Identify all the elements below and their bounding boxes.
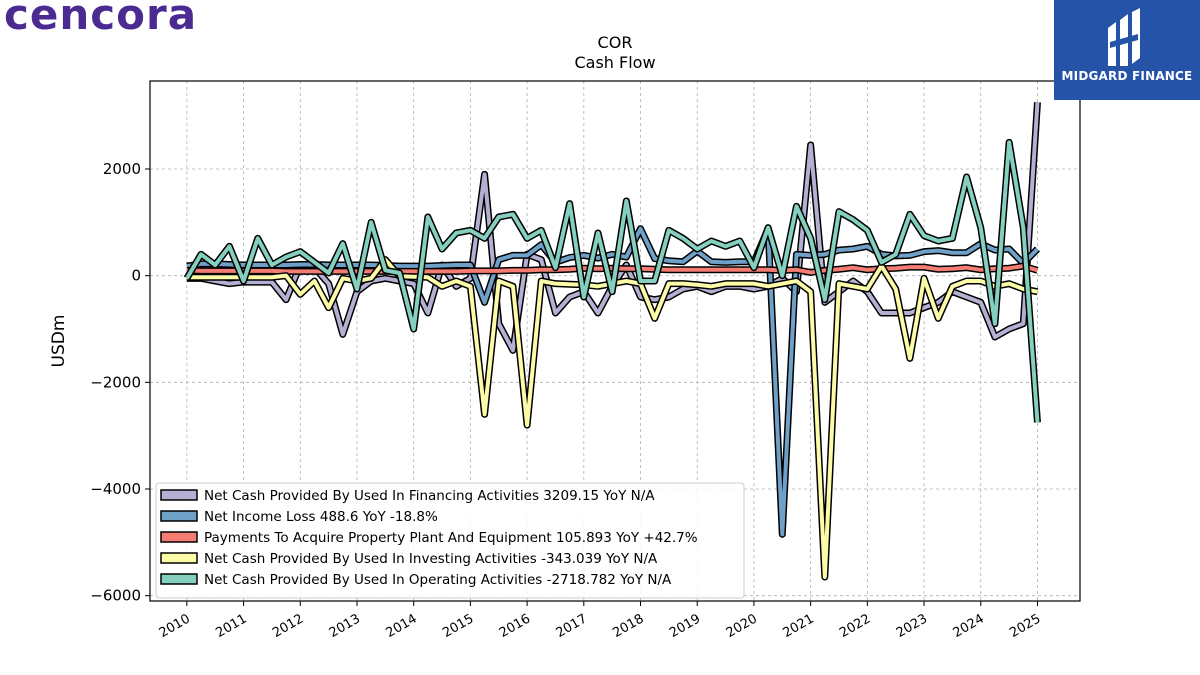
series-line-1 bbox=[186, 102, 1040, 353]
y-tick-label: −6000 bbox=[90, 587, 141, 605]
x-tick-label: 2025 bbox=[1007, 611, 1043, 641]
y-tick-label: 0 bbox=[131, 267, 141, 285]
x-tick-label: 2015 bbox=[440, 611, 476, 641]
badge-text: MIDGARD FINANCE bbox=[1061, 69, 1193, 83]
x-tick-label: 2019 bbox=[667, 611, 703, 641]
x-tick-label: 2012 bbox=[270, 611, 306, 641]
x-tick-label: 2013 bbox=[327, 611, 363, 641]
x-tick-label: 2017 bbox=[554, 611, 590, 641]
series-line-5 bbox=[185, 140, 1040, 423]
chart-title: COR bbox=[598, 33, 633, 52]
legend-swatch-1 bbox=[160, 489, 198, 501]
x-tick-label: 2014 bbox=[384, 611, 420, 641]
y-tick-label: 2000 bbox=[103, 160, 141, 178]
x-tick-label: 2023 bbox=[894, 611, 930, 641]
y-axis-label: USDm bbox=[49, 315, 69, 368]
legend-swatch-5 bbox=[160, 573, 198, 585]
midgard-badge: MIDGARD FINANCE bbox=[1054, 0, 1200, 100]
legend-label-1: Net Cash Provided By Used In Financing A… bbox=[204, 488, 655, 504]
x-tick-label: 2011 bbox=[213, 611, 249, 641]
x-tick-label: 2020 bbox=[724, 611, 760, 641]
x-tick-label: 2016 bbox=[497, 611, 533, 641]
x-tick-label: 2018 bbox=[610, 611, 646, 641]
chart-subtitle: Cash Flow bbox=[574, 53, 655, 72]
legend-label-3: Payments To Acquire Property Plant And E… bbox=[204, 530, 698, 546]
legend-label-5: Net Cash Provided By Used In Operating A… bbox=[204, 572, 672, 588]
x-tick-label: 2021 bbox=[780, 611, 816, 641]
plot-frame bbox=[149, 80, 1081, 602]
company-logo: cencora bbox=[4, 0, 198, 39]
legend-box bbox=[155, 482, 745, 599]
series-group bbox=[183, 102, 1041, 581]
legend-label-2: Net Income Loss 488.6 YoY -18.8% bbox=[204, 509, 438, 525]
y-tick-label: −2000 bbox=[90, 373, 141, 391]
legend-label-4: Net Cash Provided By Used In Investing A… bbox=[204, 551, 658, 567]
legend-swatch-3 bbox=[160, 531, 198, 543]
y-tick-label: −4000 bbox=[90, 480, 141, 498]
legend-swatch-2 bbox=[160, 510, 198, 522]
x-tick-label: 2010 bbox=[157, 611, 193, 641]
legend-swatch-4 bbox=[160, 552, 198, 564]
x-tick-label: 2022 bbox=[837, 611, 873, 641]
x-tick-label: 2024 bbox=[951, 611, 987, 641]
midgard-logo-icon bbox=[1108, 8, 1140, 66]
